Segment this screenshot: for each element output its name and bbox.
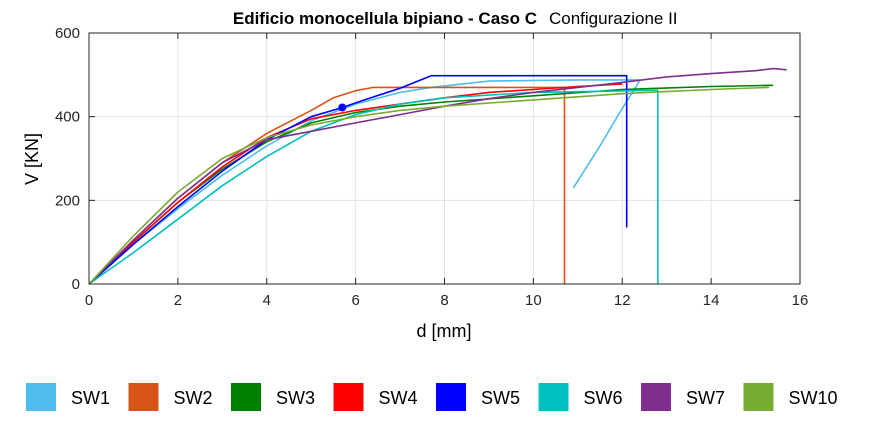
x-tick-label: 10 [525,292,542,309]
y-axis-label: V [KN] [22,133,42,185]
legend-item-sw2: SW2 [128,383,213,411]
legend-label: SW2 [174,388,213,408]
legend-label: SW5 [481,388,520,408]
legend-label: SW4 [379,388,418,408]
legend-label: SW1 [71,388,110,408]
legend-label: SW6 [584,388,623,408]
legend-swatch [333,383,364,411]
legend-item-sw7: SW7 [641,383,725,411]
legend-item-sw1: SW1 [26,383,110,411]
series-line-sw6 [88,89,659,285]
series-line-sw4 [88,83,623,285]
x-axis-label: d [mm] [416,321,471,341]
legend-swatch [231,383,261,411]
y-tick-label: 200 [55,192,80,209]
x-tick-label: 12 [614,292,631,309]
legend-swatch [26,383,56,411]
legend-item-sw5: SW5 [436,383,520,411]
legend-label: SW10 [789,388,838,408]
legend-swatch [436,383,466,411]
legend-item-sw3: SW3 [231,383,315,411]
x-tick-label: 2 [174,292,182,309]
legend-label: SW3 [276,388,315,408]
legend-label: SW7 [686,388,725,408]
x-tick-label: 14 [703,292,720,309]
legend-swatch [743,383,774,411]
y-tick-label: 600 [55,25,80,42]
series-marker-sw5 [338,103,347,112]
x-tick-label: 16 [792,292,809,309]
legend-item-sw6: SW6 [538,383,623,411]
x-tick-label: 8 [440,292,448,309]
legend-item-sw10: SW10 [743,383,838,411]
y-tick-label: 0 [72,276,80,293]
legend-swatch [641,383,671,411]
chart-title: Edificio monocellula bipiano - Caso C [233,9,537,28]
series-line-sw10 [88,86,769,285]
axes [88,32,801,285]
x-tick-label: 0 [85,292,93,309]
tick-labels: 0 2 4 6 8 10 12 14 16 0 200 400 600 [55,25,808,309]
x-tick-label: 6 [351,292,359,309]
chart-title-group: Edificio monocellula bipiano - Caso C Co… [233,9,678,28]
y-tick-label: 400 [55,109,80,126]
legend-swatch [128,383,159,411]
series-layer [88,67,787,285]
chart-subtitle: Configurazione II [549,9,678,28]
legend-item-sw4: SW4 [333,383,418,411]
series-line-sw1 [88,79,641,285]
legend-swatch [538,383,569,411]
x-tick-label: 4 [263,292,271,309]
series-line-sw7 [88,67,787,285]
legend: SW1 SW2 SW3 SW4 SW5 SW6 SW7 SW10 [26,383,838,411]
